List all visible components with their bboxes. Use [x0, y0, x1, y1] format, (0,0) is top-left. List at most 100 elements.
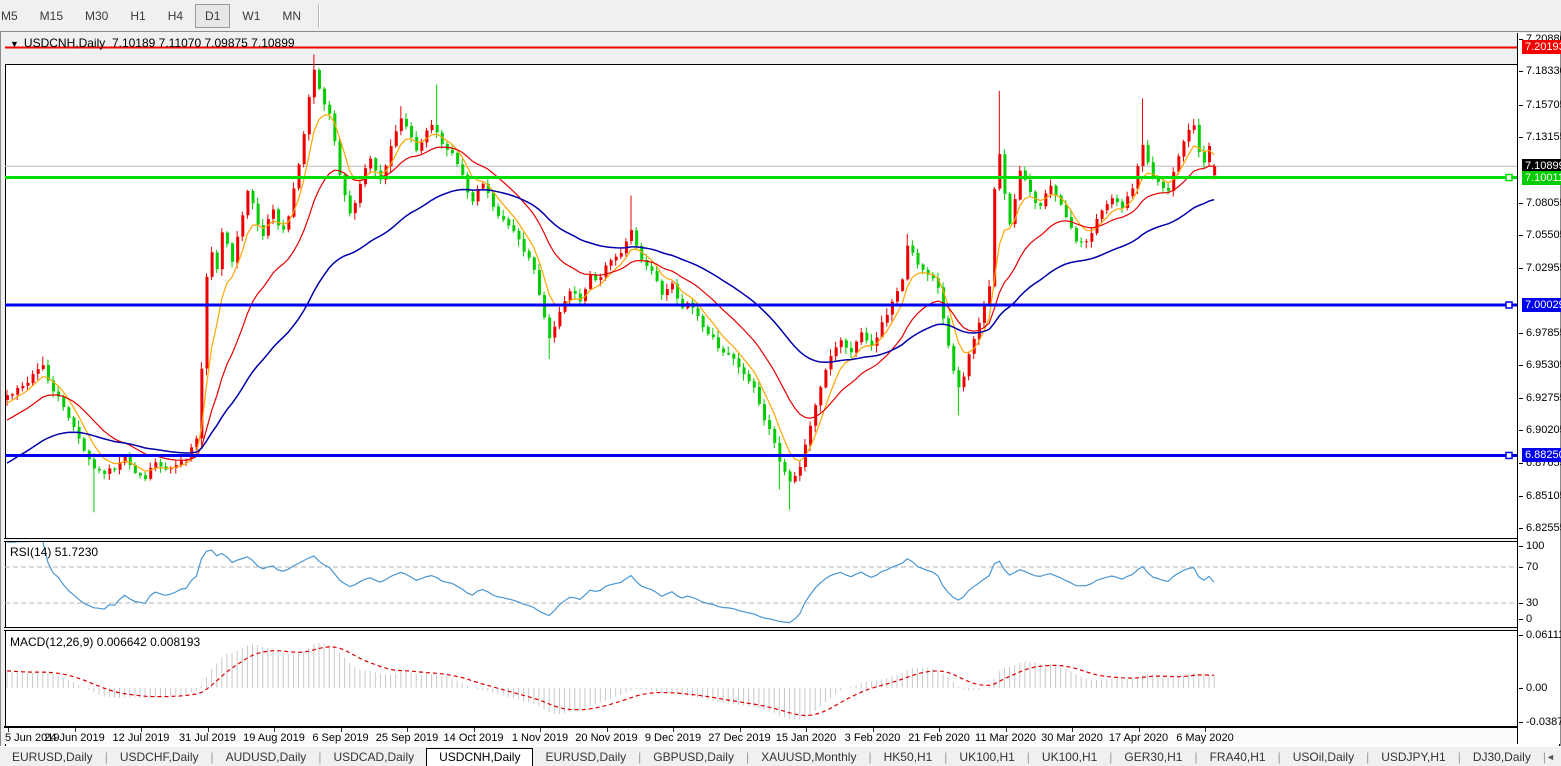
price-axis-tick — [1519, 430, 1523, 432]
price-axis-tick — [1519, 528, 1523, 530]
price-axis-label: 6.82555 — [1526, 522, 1561, 535]
rsi-panel-canvas[interactable] — [5, 542, 1517, 627]
tab-separator: | — [1194, 750, 1198, 764]
price-axis-label: 6.97855 — [1526, 326, 1561, 339]
date-axis-tick — [673, 728, 674, 732]
panel-divider[interactable] — [4, 538, 1560, 542]
macd-axis-tick — [1519, 721, 1523, 723]
date-axis-label: 24 Jun 2019 — [44, 732, 105, 744]
timeframe-button-h4[interactable]: H4 — [167, 8, 184, 23]
rsi-axis-label: 30 — [1526, 597, 1539, 609]
chart-tab-xauusd-monthly[interactable]: XAUUSD,Monthly — [761, 750, 857, 764]
timeframe-button-mn[interactable]: MN — [282, 8, 302, 23]
price-axis-label: 6.90205 — [1526, 424, 1561, 437]
date-axis[interactable]: 5 Jun 2019 24 Jun 2019 12 Jul 2019 31 Jul 2… — [5, 728, 1517, 744]
date-axis-tick — [1205, 728, 1206, 732]
chart-tab-usoil-daily[interactable]: USOil,Daily — [1292, 750, 1355, 764]
date-axis-label: 6 Sep 2019 — [312, 732, 369, 744]
ma-fast-line — [6, 114, 1215, 472]
chart-tab-dj30-daily[interactable]: DJ30,Daily — [1472, 750, 1531, 764]
price-axis-tick — [1519, 463, 1523, 465]
support-line-blue-6882-handle[interactable] — [1505, 451, 1513, 460]
chart-tab-eurusd-daily[interactable]: EURUSD,Daily — [12, 750, 93, 764]
date-axis-tick — [739, 728, 741, 732]
date-axis-tick — [74, 728, 76, 732]
date-axis-tick — [473, 728, 475, 732]
date-axis-tick — [207, 728, 209, 732]
chart-tab-usdchf-daily[interactable]: USDCHF,Daily — [119, 750, 199, 764]
timeframe-button-h1[interactable]: H1 — [130, 8, 146, 23]
date-axis-label: 30 Mar 2020 — [1041, 732, 1103, 744]
price-chart-canvas[interactable] — [5, 34, 1517, 538]
date-axis-label: 6 May 2020 — [1176, 732, 1234, 744]
timeframe-button-d1[interactable]: D1 — [195, 3, 231, 28]
price-badge-7.00029: 7.00029 — [1522, 298, 1561, 313]
rsi-axis-tick — [1519, 546, 1523, 547]
price-axis-tick — [1519, 365, 1523, 367]
price-axis-label: 7.08055 — [1526, 196, 1561, 209]
macd-histogram — [6, 643, 1215, 720]
tab-separator: | — [1026, 750, 1030, 764]
date-axis-label: 25 Sep 2019 — [375, 732, 439, 744]
macd-axis-label: 0.061119 — [1526, 629, 1561, 641]
date-axis-label: 3 Feb 2020 — [844, 732, 901, 744]
support-line-green-handle[interactable] — [1505, 173, 1513, 182]
timeframe-button-m15[interactable]: M15 — [39, 8, 64, 23]
rsi-value: 51.7230 — [54, 545, 99, 559]
chart-tab-audusd-daily[interactable]: AUDUSD,Daily — [225, 750, 307, 764]
date-axis-label: 20 Nov 2019 — [575, 732, 638, 744]
tab-scroll-left-icon[interactable]: ◄ — [1545, 752, 1561, 762]
tab-scroll-arrows: ◄► — [1546, 752, 1561, 762]
chart-tab-hk50-h1[interactable]: HK50,H1 — [883, 750, 933, 764]
tab-separator: | — [210, 750, 214, 764]
tab-separator: | — [1457, 750, 1461, 764]
date-axis-tick — [274, 728, 275, 732]
macd-bottom-border — [4, 726, 1560, 728]
chart-tab-eurusd-daily[interactable]: EURUSD,Daily — [545, 750, 627, 764]
tab-separator: | — [1109, 750, 1113, 764]
price-axis[interactable]: 7.208807.183307.157057.131557.080557.055… — [1517, 33, 1561, 744]
price-badge-7.10899: 7.10899 — [1522, 159, 1561, 174]
rsi-line — [7, 542, 1215, 624]
date-axis-tick — [340, 728, 342, 732]
panel-divider[interactable] — [4, 627, 1560, 631]
date-axis-tick — [141, 728, 142, 732]
date-axis-label: 14 Oct 2019 — [443, 732, 504, 744]
chart-tab-uk100-h1[interactable]: UK100,H1 — [959, 750, 1015, 764]
price-badge-7.10011: 7.10011 — [1522, 170, 1561, 185]
tab-separator: | — [638, 750, 642, 764]
macd-panel-canvas[interactable] — [5, 631, 1517, 726]
macd-axis-tick — [1519, 688, 1523, 689]
chart-tab-fra40-h1[interactable]: FRA40,H1 — [1209, 750, 1266, 764]
macd-axis-label: 0.00 — [1526, 682, 1548, 694]
chart-tab-gbpusd-daily[interactable]: GBPUSD,Daily — [653, 750, 734, 764]
date-axis-label: 27 Dec 2019 — [708, 732, 771, 744]
timeframe-button-w1[interactable]: W1 — [242, 8, 261, 23]
date-axis-label: 19 Aug 2019 — [243, 732, 305, 744]
date-axis-tick — [8, 728, 9, 732]
price-axis-label: 7.05505 — [1526, 229, 1561, 242]
ma-mid-line — [6, 146, 1215, 461]
chart-tab-usdjpy-h1[interactable]: USDJPY,H1 — [1381, 750, 1446, 764]
chart-ohlc-values: 7.10189 7.11070 7.09875 7.10899 — [111, 36, 295, 50]
timeframe-button-m5[interactable]: M5 — [1, 8, 18, 23]
tab-separator: | — [104, 750, 108, 764]
price-axis-label: 6.85105 — [1526, 489, 1561, 502]
price-axis-tick — [1519, 137, 1523, 139]
price-axis-label: 7.02955 — [1526, 261, 1561, 274]
chart-tab-usdcnh-daily[interactable]: USDCNH,Daily — [426, 747, 534, 766]
chart-symbol-label: USDCNH,Daily — [23, 36, 106, 50]
price-axis-tick — [1519, 397, 1523, 399]
chart-frame — [5, 64, 1560, 766]
tab-separator: | — [944, 750, 948, 764]
date-axis-label: 11 Mar 2020 — [975, 732, 1036, 744]
symbol-dropdown-arrow[interactable]: ▼ — [10, 39, 19, 49]
timeframe-button-m30[interactable]: M30 — [85, 8, 109, 23]
chart-tab-ger30-h1[interactable]: GER30,H1 — [1124, 750, 1183, 764]
rsi-axis-tick — [1519, 619, 1523, 620]
chart-tab-usdcad-daily[interactable]: USDCAD,Daily — [333, 750, 415, 764]
date-axis-label: 5 Jun 2019 — [5, 732, 60, 744]
support-line-blue-7000-handle[interactable] — [1505, 301, 1513, 309]
chart-tab-uk100-h1[interactable]: UK100,H1 — [1041, 750, 1098, 764]
